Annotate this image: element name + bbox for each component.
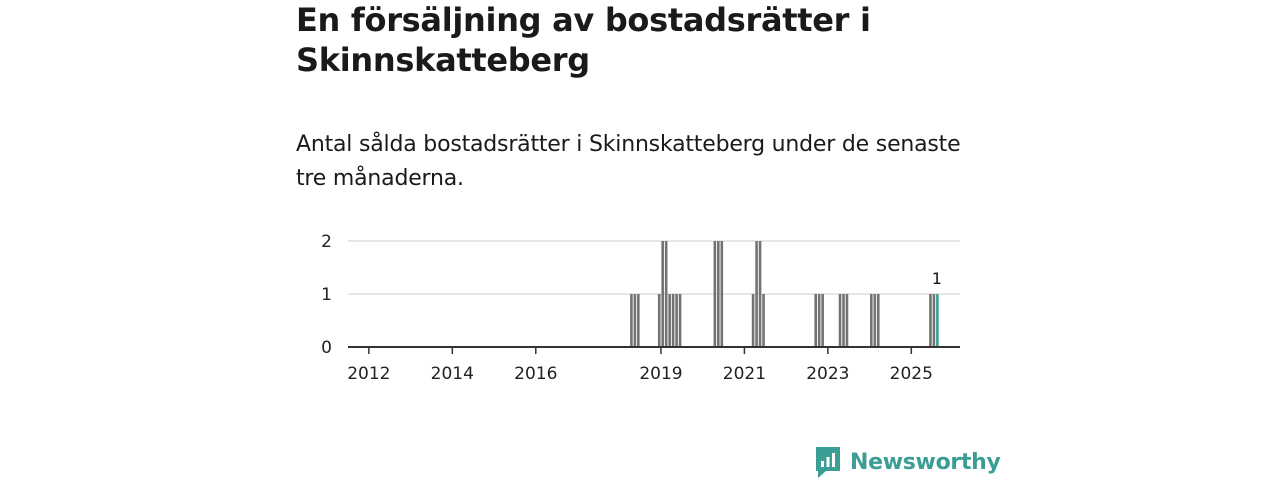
- y-tick-label: 2: [321, 232, 332, 252]
- bar: [845, 294, 849, 347]
- bar: [678, 294, 682, 347]
- bar: [758, 241, 762, 347]
- bar: [929, 294, 932, 347]
- bar: [661, 241, 664, 347]
- bar: [720, 241, 724, 347]
- bar: [657, 294, 661, 347]
- bar: [675, 294, 678, 347]
- chart-subtitle: Antal sålda bostadsrätter i Skinnskatteb…: [296, 132, 961, 191]
- y-tick-label: 0: [321, 338, 332, 358]
- x-tick-label: 2021: [723, 364, 766, 384]
- bar: [936, 294, 939, 347]
- newsworthy-logo: Newsworthy: [814, 444, 1001, 480]
- bar: [821, 294, 824, 347]
- bar: [713, 241, 717, 347]
- bar: [873, 294, 877, 347]
- x-tick-label: 2023: [806, 364, 849, 384]
- x-tick-label: 2014: [431, 364, 474, 384]
- bar: [842, 294, 845, 347]
- bar: [637, 294, 640, 347]
- bar: [838, 294, 842, 347]
- data-label: 1: [932, 269, 942, 288]
- bar: [717, 241, 720, 347]
- bar: [633, 294, 637, 347]
- bar: [664, 241, 668, 347]
- x-tick-label: 2025: [890, 364, 933, 384]
- bar: [671, 294, 675, 347]
- bar: [817, 294, 821, 347]
- brand-name: Newsworthy: [850, 449, 1001, 475]
- bar: [762, 294, 765, 347]
- bar: [876, 294, 880, 347]
- bar: [668, 294, 671, 347]
- x-tick-label: 2019: [639, 364, 682, 384]
- bar: [932, 294, 936, 347]
- bar: [755, 241, 758, 347]
- bar: [870, 294, 873, 347]
- bar: [630, 294, 633, 347]
- x-tick-label: 2016: [514, 364, 557, 384]
- y-tick-label: 1: [321, 285, 332, 305]
- chart-title: En försäljning av bostadsrätter i Skinns…: [296, 1, 871, 79]
- newsworthy-logo-icon: [816, 447, 840, 478]
- bar: [814, 294, 817, 347]
- bar: [751, 294, 755, 347]
- x-tick-label: 2012: [347, 364, 390, 384]
